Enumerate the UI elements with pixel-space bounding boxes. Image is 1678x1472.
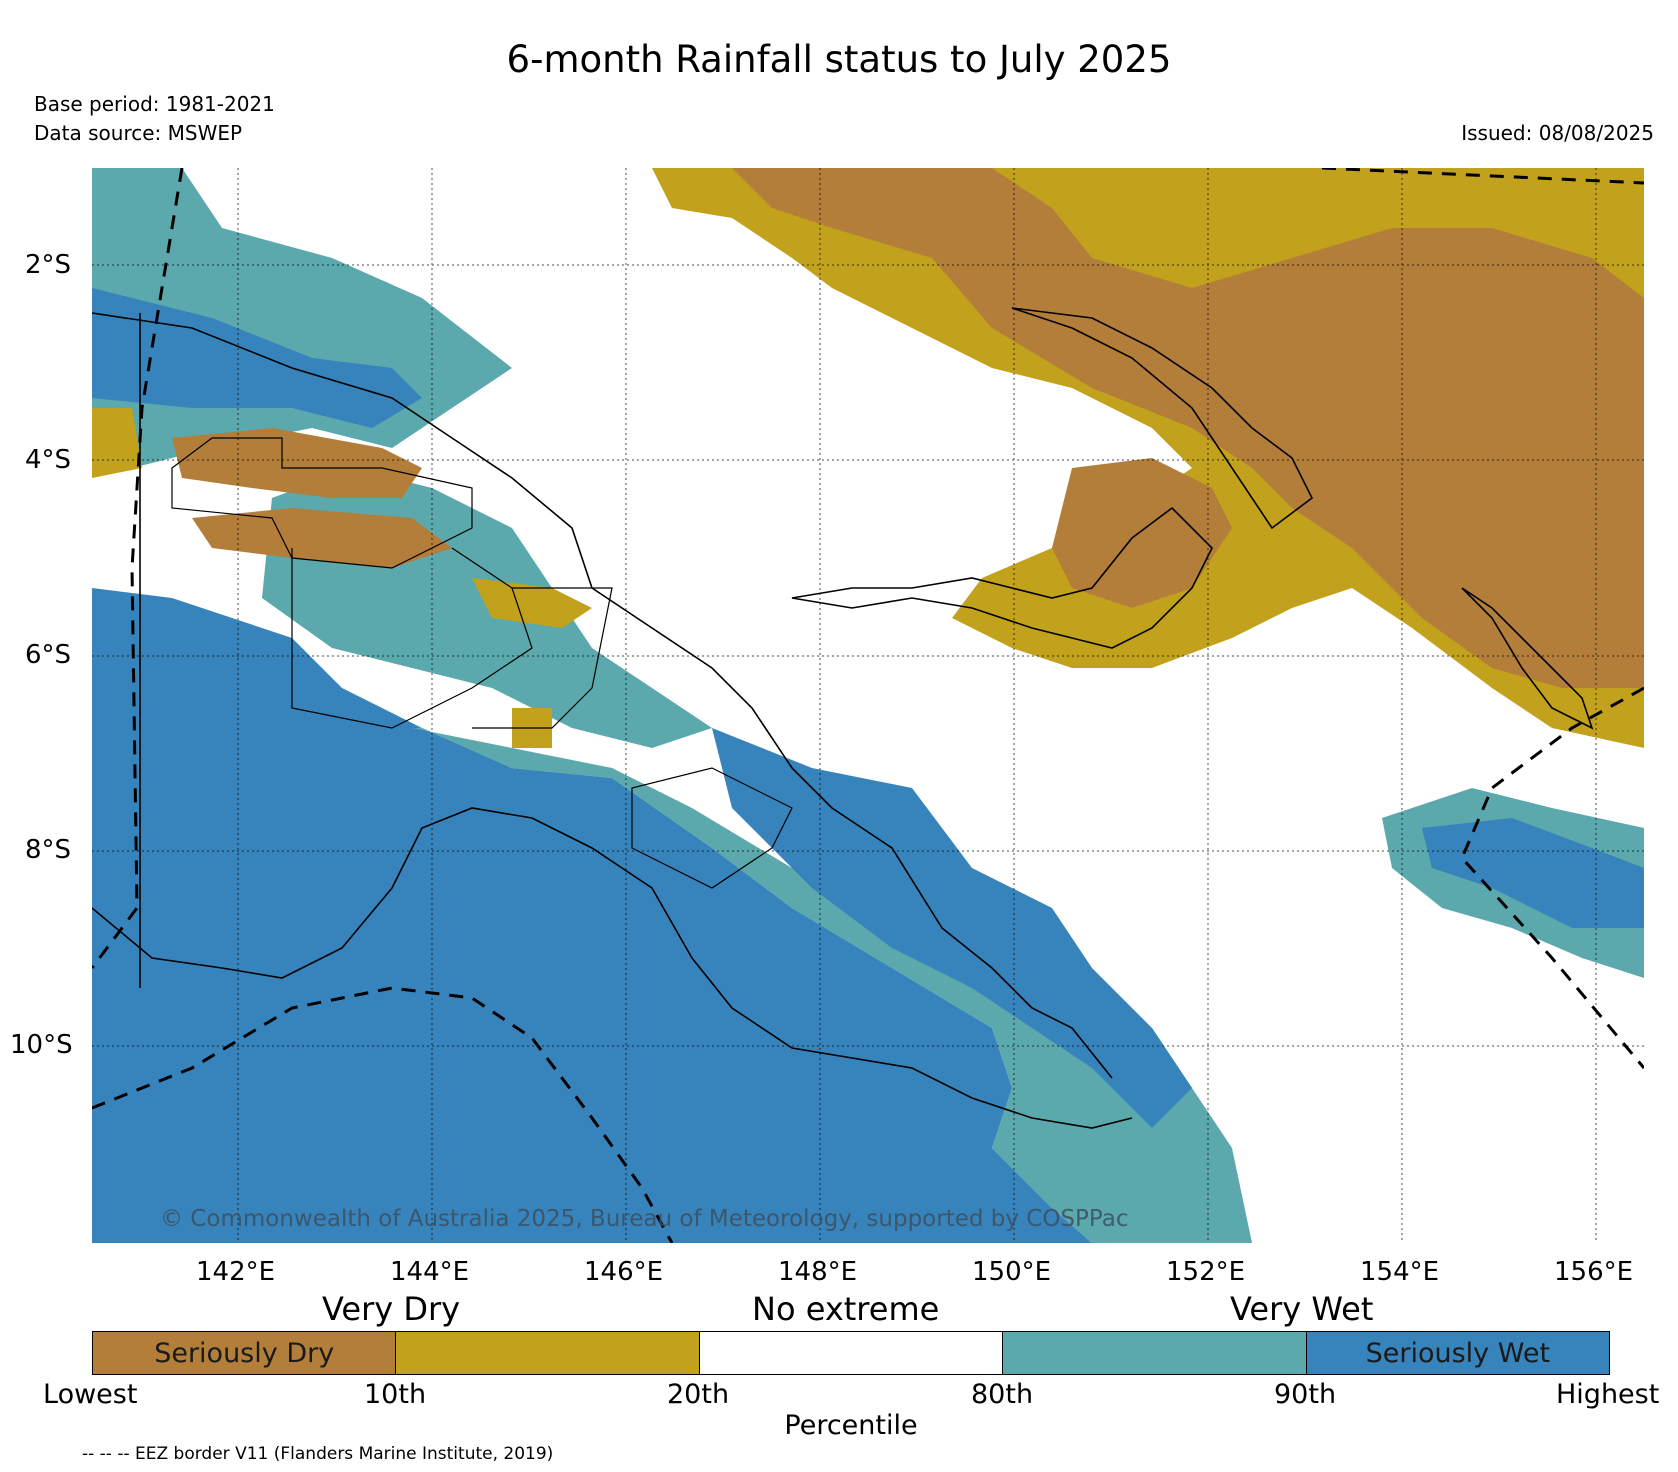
lon-label-146e: 146°E <box>584 1257 664 1287</box>
legend-category-no-extreme: No extreme <box>752 1290 940 1328</box>
lat-label-6s: 6°S <box>25 640 72 670</box>
lon-label-142e: 142°E <box>196 1257 276 1287</box>
new-guinea-north-coast <box>92 312 1113 1079</box>
new-guinea-south-coast <box>92 807 1133 1129</box>
seriously-dry-region-west-2 <box>192 508 452 568</box>
lat-label-4s: 4°S <box>25 445 72 475</box>
copyright-notice: © Commonwealth of Australia 2025, Bureau… <box>160 1206 1129 1232</box>
eez-border-note: -- -- -- EEZ border V11 (Flanders Marine… <box>82 1444 554 1464</box>
legend-tick-80th: 80th <box>971 1379 1034 1410</box>
dry-region-west <box>92 408 142 478</box>
lon-label-150e: 150°E <box>972 1257 1052 1287</box>
new-britain <box>791 506 1213 649</box>
legend-tick-highest: Highest <box>1556 1379 1660 1410</box>
seriously-wet-north-coast <box>92 288 422 428</box>
seriously-dry-region-west <box>172 428 422 498</box>
lon-label-148e: 148°E <box>778 1257 858 1287</box>
legend-segment-very-wet <box>1003 1332 1307 1374</box>
lon-label-144e: 144°E <box>390 1257 470 1287</box>
seriously-wet-region-southwest <box>92 588 1092 1243</box>
bougainville <box>1461 587 1594 730</box>
lon-label-154e: 154°E <box>1360 1257 1440 1287</box>
legend-tick-10th: 10th <box>364 1379 427 1410</box>
lat-label-8s: 8°S <box>25 835 72 865</box>
legend-axis-label: Percentile <box>784 1410 918 1441</box>
lon-label-152e: 152°E <box>1166 1257 1246 1287</box>
legend-tick-20th: 20th <box>667 1379 730 1410</box>
dry-patch-central <box>472 578 592 628</box>
map-title: 6-month Rainfall status to July 2025 <box>506 38 1172 81</box>
legend-segment-no-extreme <box>699 1332 1004 1374</box>
legend-tick-90th: 90th <box>1274 1379 1337 1410</box>
legend-colorbar: Seriously Dry Seriously Wet <box>92 1331 1610 1375</box>
coastlines <box>92 307 1594 1129</box>
base-period-label: Base period: 1981-2021 <box>34 92 275 116</box>
data-source-label: Data source: MSWEP <box>34 121 243 145</box>
new-ireland <box>1011 307 1314 530</box>
lon-label-156e: 156°E <box>1554 1257 1634 1287</box>
legend-category-very-dry: Very Dry <box>322 1290 461 1328</box>
seriously-dry-region-northeast <box>732 168 1644 688</box>
legend-segment-seriously-wet: Seriously Wet <box>1306 1332 1610 1374</box>
legend-segment-very-dry <box>396 1332 700 1374</box>
graticule <box>92 168 1644 1243</box>
seriously-dry-region-lower-east <box>1052 458 1232 608</box>
lat-label-2s: 2°S <box>25 250 72 280</box>
legend-segment-seriously-dry: Seriously Dry <box>93 1332 397 1374</box>
rainfall-map-canvas <box>92 168 1644 1243</box>
issued-date-label: Issued: 08/08/2025 <box>1461 121 1654 145</box>
province-borders <box>171 437 793 889</box>
rainfall-map <box>92 168 1644 1243</box>
legend-category-very-wet: Very Wet <box>1230 1290 1374 1328</box>
eez-borders <box>92 168 1644 1243</box>
wet-fringe-southwest <box>412 728 1252 1243</box>
seriously-wet-region-east <box>1422 818 1644 928</box>
legend-tick-lowest: Lowest <box>43 1379 138 1410</box>
lat-label-10s: 10°S <box>10 1030 73 1060</box>
